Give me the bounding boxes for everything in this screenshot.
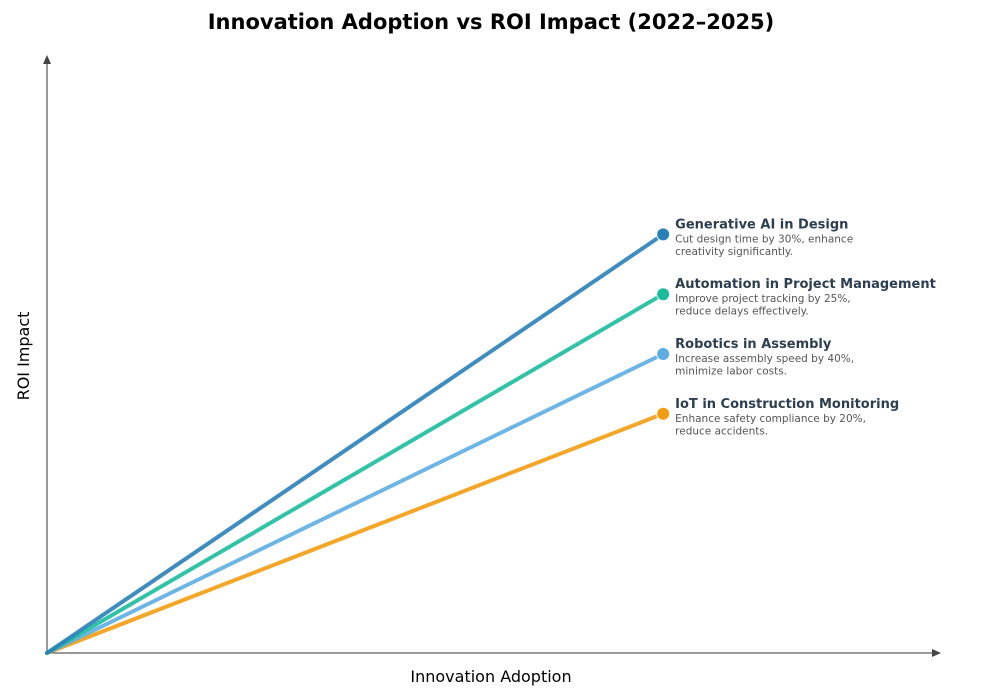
- series-description: Cut design time by 30%, enhance: [675, 233, 853, 245]
- series-description: Improve project tracking by 25%,: [675, 293, 850, 305]
- series-label: IoT in Construction Monitoring: [675, 397, 899, 412]
- series-line: [45, 352, 666, 655]
- series-label: Automation in Project Management: [675, 277, 936, 292]
- series-line: [45, 411, 666, 655]
- series-description: creativity significantly.: [675, 246, 793, 258]
- series-label: Generative AI in Design: [675, 217, 848, 232]
- chart-title: Innovation Adoption vs ROI Impact (2022–…: [207, 10, 775, 34]
- y-axis-arrow-icon: [43, 55, 51, 64]
- series-description: reduce accidents.: [675, 425, 768, 437]
- series-endpoint: [656, 227, 671, 242]
- x-axis-arrow-icon: [932, 649, 941, 657]
- y-axis-label: ROI Impact: [14, 312, 33, 401]
- series-description: Increase assembly speed by 40%,: [675, 353, 854, 365]
- series-endpoint: [656, 406, 671, 421]
- series-description: Enhance safety compliance by 20%,: [675, 413, 866, 425]
- x-axis-label: Innovation Adoption: [410, 667, 571, 686]
- series-description: minimize labor costs.: [675, 366, 787, 378]
- series-description: reduce delays effectively.: [675, 306, 809, 318]
- series-endpoint: [656, 347, 671, 361]
- series-line: [45, 292, 666, 655]
- series-label: Robotics in Assembly: [675, 337, 832, 352]
- series-endpoint: [656, 287, 671, 302]
- series-line: [45, 232, 666, 655]
